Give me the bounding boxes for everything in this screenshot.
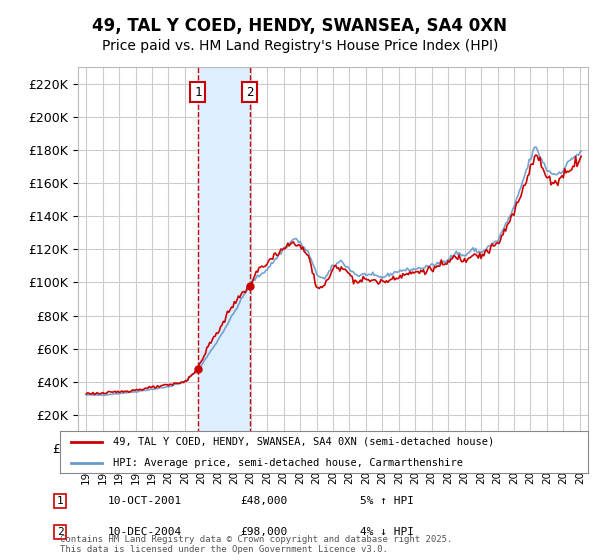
Text: HPI: Average price, semi-detached house, Carmarthenshire: HPI: Average price, semi-detached house,… [113,458,463,468]
Text: Price paid vs. HM Land Registry's House Price Index (HPI): Price paid vs. HM Land Registry's House … [102,39,498,53]
Bar [198,67,250,448]
Text: 5% ↑ HPI: 5% ↑ HPI [360,496,414,506]
Text: 4% ↓ HPI: 4% ↓ HPI [360,527,414,537]
Text: 10-OCT-2001: 10-OCT-2001 [108,496,182,506]
Text: 1: 1 [56,496,64,506]
Text: 10-DEC-2004: 10-DEC-2004 [108,527,182,537]
Text: 2: 2 [56,527,64,537]
Text: 2: 2 [246,86,254,99]
Text: £98,000: £98,000 [240,527,287,537]
Text: 49, TAL Y COED, HENDY, SWANSEA, SA4 0XN (semi-detached house): 49, TAL Y COED, HENDY, SWANSEA, SA4 0XN … [113,437,494,447]
Text: 1: 1 [194,86,202,99]
Text: £48,000: £48,000 [240,496,287,506]
Text: 49, TAL Y COED, HENDY, SWANSEA, SA4 0XN: 49, TAL Y COED, HENDY, SWANSEA, SA4 0XN [92,17,508,35]
Text: Contains HM Land Registry data © Crown copyright and database right 2025.
This d: Contains HM Land Registry data © Crown c… [60,535,452,554]
